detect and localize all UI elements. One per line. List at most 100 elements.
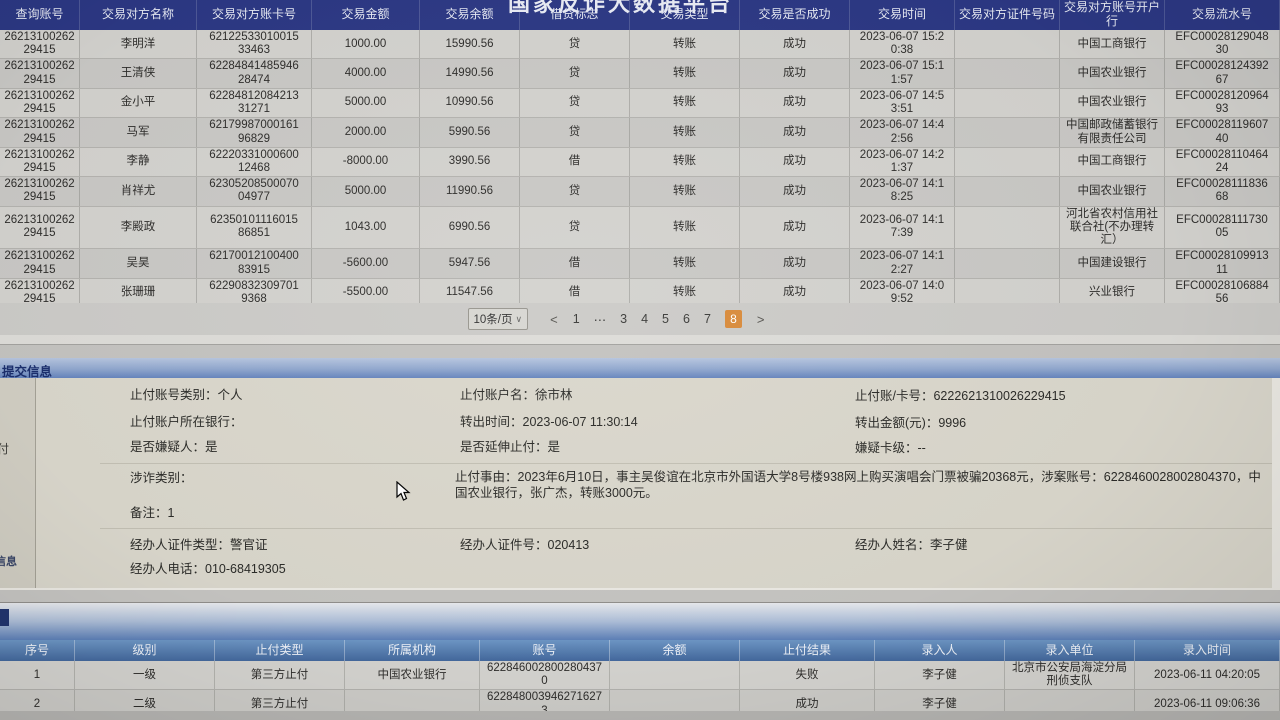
- prev-page-button[interactable]: <: [550, 311, 558, 327]
- cell-counterparty-id: [955, 177, 1060, 206]
- cell-org: [345, 690, 480, 719]
- cell-counterparty-card: 62284812084213 31271: [197, 88, 312, 118]
- records-header-cell: 账号: [480, 640, 610, 661]
- transactions-header-cell: 交易对方证件号码: [955, 0, 1060, 30]
- cell-account: 622848003946271627 3: [480, 690, 610, 719]
- cell-debit-credit-flag: 贷: [520, 88, 630, 118]
- transaction-row[interactable]: 26213100262 29415 肖祥尤 62305208500070 049…: [0, 177, 1280, 207]
- transaction-row[interactable]: 26213100262 29415 金小平 62284812084213 312…: [0, 88, 1280, 119]
- transactions-header-cell: 查询账号: [0, 0, 80, 30]
- cell-counterparty-bank: 中国工商银行: [1060, 147, 1165, 177]
- cell-counterparty-id: [955, 59, 1060, 88]
- transactions-header-cell: 交易对方账号开户 行: [1060, 0, 1165, 30]
- transactions-header-cell: 交易类型: [630, 0, 740, 30]
- records-header-cell: 止付类型: [215, 640, 345, 661]
- cell-counterparty-bank: 兴业银行: [1060, 278, 1165, 308]
- field-transfer-time: 转出时间：2023-06-07 11:30:14: [460, 415, 638, 429]
- page-number[interactable]: 7: [703, 311, 711, 326]
- cell-counterparty-id: [955, 118, 1060, 147]
- page-number[interactable]: 6: [683, 311, 690, 326]
- cell-counterparty-card: 62122533010015 33463: [197, 30, 312, 59]
- cell-counterparty-id: [955, 30, 1060, 59]
- records-header-cell: 序号: [0, 640, 75, 661]
- cell-amount: 2000.00: [312, 118, 420, 147]
- cell-counterparty-id: [955, 147, 1060, 177]
- cell-balance: 5990.56: [420, 118, 520, 147]
- transactions-header-cell: 交易对方账卡号: [197, 0, 312, 30]
- cell-counterparty-bank: 河北省农村信用社 联合社(不办理转 汇）: [1060, 206, 1165, 249]
- cell-counterparty-card: 62305208500070 04977: [197, 177, 312, 206]
- cell-balance: 10990.56: [420, 88, 520, 118]
- submit-info-section-bar: 提交信息: [0, 358, 1280, 379]
- cell-amount: -5600.00: [312, 249, 420, 278]
- field-stop-reason: 止付事由：2023年6月10日，事主吴俊谊在北京市外国语大学8号楼938网上购买…: [455, 470, 1261, 500]
- field-stop-account-type: 止付账号类别：个人: [130, 388, 243, 402]
- records-section-bar: [0, 603, 1280, 640]
- left-sidebar-clipped: 付 信息: [0, 378, 36, 588]
- cell-success: 成功: [740, 147, 850, 177]
- transaction-row[interactable]: 26213100262 29415 王清侠 62284841485946 284…: [0, 59, 1280, 89]
- cell-counterparty-bank: 中国建设银行: [1060, 249, 1165, 278]
- page-number[interactable]: 1: [572, 311, 580, 326]
- cell-success: 成功: [740, 249, 850, 278]
- scrollbar-track[interactable]: [1272, 378, 1280, 588]
- cell-transaction-type: 转账: [630, 59, 740, 88]
- record-row[interactable]: 1 一级 第三方止付 中国农业银行 622846002800280437 0 失…: [0, 661, 1280, 691]
- divider: [100, 463, 1272, 464]
- cell-result: 成功: [740, 690, 875, 719]
- cell-counterparty-id: [955, 206, 1060, 249]
- field-stop-account-bank: 止付账户所在银行：: [130, 415, 243, 429]
- cell-operator: 李子健: [875, 690, 1005, 719]
- records-header-cell: 止付结果: [740, 640, 875, 661]
- cell-balance: [610, 661, 740, 690]
- transaction-row[interactable]: 26213100262 29415 李殿政 62350101116015 868…: [0, 206, 1280, 250]
- cell-time: 2023-06-07 14:0 9:52: [850, 278, 955, 308]
- transaction-row[interactable]: 26213100262 29415 李明洋 62122533010015 334…: [0, 30, 1280, 60]
- cell-debit-credit-flag: 贷: [520, 206, 630, 249]
- cell-time: 2023-06-07 14:4 2:56: [850, 118, 955, 147]
- cell-counterparty-id: [955, 88, 1060, 118]
- transaction-row[interactable]: 26213100262 29415 吴昊 62170012100400 8391…: [0, 249, 1280, 279]
- records-header-cell: 录入单位: [1005, 640, 1135, 661]
- field-is-suspect: 是否嫌疑人：是: [130, 440, 218, 454]
- cell-stop-type: 第三方止付: [215, 661, 345, 690]
- page-size-select[interactable]: 10条/页 ∨: [467, 308, 529, 330]
- cell-time: 2023-06-07 14:5 3:51: [850, 88, 955, 118]
- cell-level: 二级: [75, 690, 215, 719]
- cell-amount: 5000.00: [312, 88, 420, 118]
- cell-time: 2023-06-07 15:1 1:57: [850, 59, 955, 88]
- cell-amount: 5000.00: [312, 177, 420, 206]
- cell-success: 成功: [740, 118, 850, 147]
- cell-counterparty-name: 王清侠: [80, 59, 197, 88]
- field-officer-name: 经办人姓名：李子健: [855, 538, 968, 552]
- cell-serial-no: EFC00028110464 24: [1165, 147, 1280, 177]
- active-page-number[interactable]: 8: [724, 310, 742, 328]
- page-number[interactable]: 5: [662, 311, 669, 326]
- cell-balance: 11990.56: [420, 177, 520, 206]
- cell-time: 2023-06-07 14:1 7:39: [850, 206, 955, 249]
- transaction-row[interactable]: 26213100262 29415 马军 62179987000161 9682…: [0, 118, 1280, 148]
- cell-org: 中国农业银行: [345, 661, 480, 690]
- cell-query-account: 26213100262 29415: [0, 147, 80, 177]
- cell-transaction-type: 转账: [630, 249, 740, 278]
- cell-query-account: 26213100262 29415: [0, 59, 80, 88]
- gap-strip: [0, 588, 1280, 603]
- next-page-button[interactable]: >: [756, 311, 765, 327]
- cell-entry-time: 2023-06-11 04:20:05: [1135, 661, 1280, 690]
- cell-counterparty-card: 62220331000600 12468: [197, 147, 312, 177]
- cell-transaction-type: 转账: [630, 206, 740, 249]
- cell-transaction-type: 转账: [630, 278, 740, 308]
- page-number[interactable]: 3: [620, 311, 628, 326]
- page-number[interactable]: 4: [641, 311, 649, 326]
- cell-debit-credit-flag: 借: [520, 147, 630, 177]
- page-number-list: 1 ⋯ 3 4 5 6 7: [566, 312, 718, 327]
- transactions-header-cell: 交易时间: [850, 0, 955, 30]
- cell-serial-no: EFC00028111730 05: [1165, 206, 1280, 249]
- cell-balance: 6990.56: [420, 206, 520, 249]
- transaction-row[interactable]: 26213100262 29415 李静 62220331000600 1246…: [0, 147, 1280, 178]
- cell-query-account: 26213100262 29415: [0, 177, 80, 206]
- cell-counterparty-card: 62290832309701 9368: [197, 278, 312, 308]
- page-number[interactable]: ⋯: [593, 312, 607, 327]
- cell-query-account: 26213100262 29415: [0, 88, 80, 118]
